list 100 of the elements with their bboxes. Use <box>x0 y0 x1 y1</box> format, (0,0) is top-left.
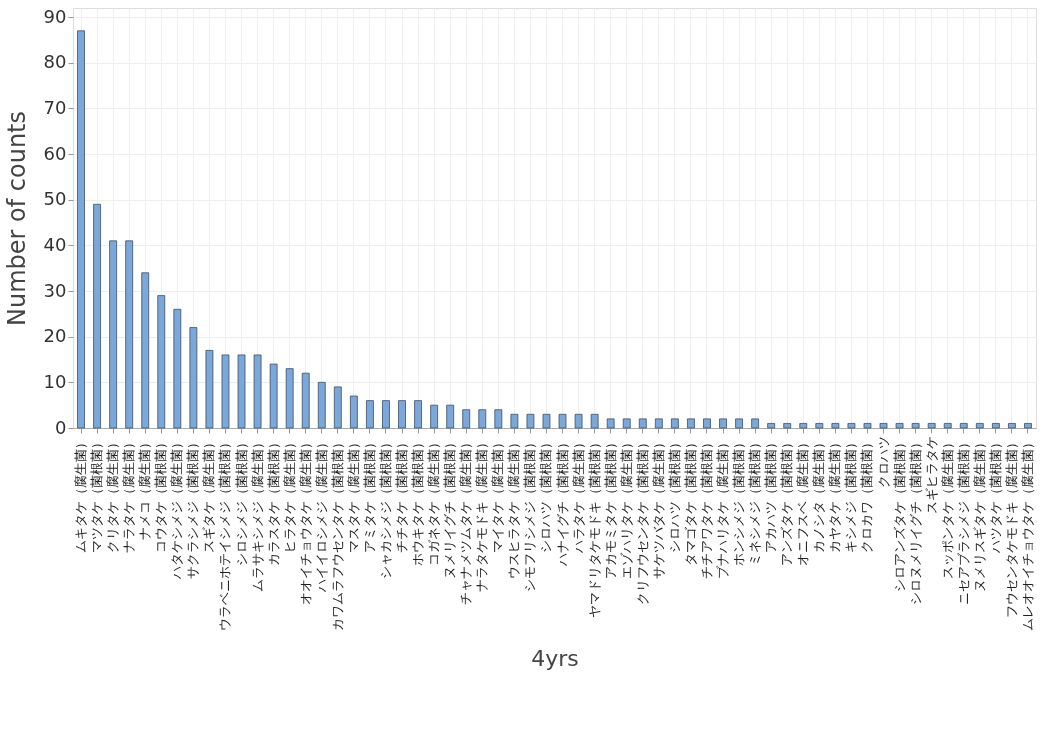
bar <box>430 404 439 429</box>
x-tick-label: スッポンタケ（腐生菌） <box>939 435 955 579</box>
x-tick-label: オニフスベ（腐生菌） <box>795 435 811 566</box>
bar <box>943 423 952 429</box>
bar <box>253 354 262 429</box>
x-tick-label: ミネシメジ（菌根菌） <box>747 435 763 566</box>
x-tick-label: ハイイロシメジ（腐生菌） <box>313 435 329 593</box>
bar <box>301 372 310 429</box>
x-tick-label: シロハツ（菌根菌） <box>666 435 682 553</box>
x-tick-label: ハツタケ（菌根菌） <box>987 435 1003 554</box>
bar <box>269 363 278 429</box>
x-tick-label: オオイチョウタケ（腐生菌） <box>297 435 313 605</box>
x-tick-label: フウセンタケモドキ（腐生菌） <box>1003 435 1019 618</box>
x-tick-label: サケツバタケ（腐生菌） <box>650 435 666 579</box>
x-tick-label: スギヒラタケ <box>923 435 939 514</box>
x-tick-label: クロカワ（菌根菌） <box>859 435 875 553</box>
x-tick-label: シャカシメジ（菌根菌） <box>377 435 393 579</box>
bar <box>574 413 583 429</box>
x-tick-label: ウラベニホテイシメジ（菌根菌） <box>217 435 233 631</box>
bar <box>911 423 920 429</box>
x-tick-label: ムキタケ（腐生菌） <box>73 435 89 553</box>
bar <box>398 400 406 429</box>
x-tick-label: ヤマドリタケモドキ（菌根菌） <box>586 435 602 618</box>
x-tick-label: ハタケシメジ（腐生菌） <box>169 435 185 580</box>
x-tick-label: ホウキタケ（菌根菌） <box>410 435 426 566</box>
bar <box>895 423 904 429</box>
x-tick-label: キシメジ（菌根菌） <box>843 435 859 553</box>
bar <box>879 423 888 429</box>
x-tick-label: ムレオオイチョウタケ（腐生菌） <box>1019 435 1035 631</box>
x-tick-label: アカハツ（菌根菌） <box>763 435 779 553</box>
bar <box>590 413 599 429</box>
y-tick-label: 60 <box>43 142 67 164</box>
y-tick-label: 10 <box>43 370 67 392</box>
x-tick-label: シロハツ（菌根菌） <box>538 435 554 553</box>
x-axis-title: 4yrs <box>531 645 579 671</box>
x-tick-label: コガネタケ（腐生菌） <box>426 435 442 566</box>
x-tick-label: ナラタケ（腐生菌） <box>121 435 137 553</box>
bar <box>237 354 246 429</box>
x-tick-label: エゾハリタケ（腐生菌） <box>618 435 634 579</box>
bar <box>317 381 326 429</box>
x-tick-label: タマゴタケ（菌根菌） <box>682 435 698 566</box>
x-tick-label: チャナメツムタケ（腐生菌） <box>458 435 474 605</box>
x-tick-label: ナメコ（腐生菌） <box>137 435 153 540</box>
bar <box>93 203 101 429</box>
x-tick-label: ハラタケ（腐生菌） <box>570 435 586 554</box>
x-tick-label: スギタケ（腐生菌） <box>201 435 217 553</box>
bar <box>221 354 230 429</box>
x-tick-label: クリフウセンタケ（菌根菌） <box>634 435 650 605</box>
bar <box>526 413 535 429</box>
bar <box>751 418 760 429</box>
x-tick-label: カワムラフウセンタケ（菌根菌） <box>329 435 345 631</box>
bar <box>703 418 711 429</box>
bar <box>414 400 422 429</box>
bar <box>735 418 743 429</box>
y-tick-label: 80 <box>43 51 67 73</box>
bar <box>125 240 134 429</box>
bar <box>670 418 679 429</box>
bar <box>815 423 824 429</box>
bar <box>783 423 792 429</box>
bar <box>767 423 776 429</box>
x-tick-label: カラスタケ（菌根菌） <box>265 435 281 566</box>
bar <box>606 418 615 429</box>
x-tick-label: ヒラタケ（腐生菌） <box>281 435 297 553</box>
bar <box>478 409 487 429</box>
bar <box>382 400 390 429</box>
bar <box>991 423 1000 429</box>
bar <box>542 413 551 429</box>
x-tick-label: アカモミタケ（菌根菌） <box>602 435 618 579</box>
y-axis-title: Number of counts <box>2 110 31 327</box>
x-tick-label: ヌメリスギタケ（腐生菌） <box>971 435 987 592</box>
bar <box>366 400 374 429</box>
bar <box>510 413 519 429</box>
x-tick-label: ナラタケモドキ（腐生菌） <box>474 435 490 592</box>
x-tick-label: シロシメジ（菌根菌） <box>233 435 249 566</box>
bar <box>77 30 85 429</box>
x-tick-label: ニセアブラシメジ（菌根菌） <box>955 435 971 605</box>
bar <box>157 295 166 429</box>
bar <box>173 308 182 429</box>
y-tick-label: 90 <box>43 5 67 27</box>
bar <box>959 423 968 429</box>
x-tick-label: コウタケ（菌根菌） <box>153 435 169 553</box>
bar <box>333 386 342 429</box>
x-tick-label: マスタケ（腐生菌） <box>345 435 361 553</box>
bar <box>847 423 856 429</box>
x-tick-label: アミタケ（菌根菌） <box>361 435 377 553</box>
x-tick-label: ウスヒラタケ（腐生菌） <box>506 435 522 579</box>
bar <box>687 418 695 429</box>
x-tick-label: アンズタケ（菌根菌） <box>779 435 795 566</box>
bar <box>349 395 358 429</box>
y-tick-label: 0 <box>55 416 67 438</box>
x-tick-label: クリタケ（腐生菌） <box>105 435 121 553</box>
bar <box>638 418 647 429</box>
x-tick-label: マイタケ（腐生菌） <box>490 435 506 553</box>
x-tick-label: ヌメリイグチ（菌根菌） <box>442 435 458 579</box>
bar <box>1008 423 1016 429</box>
bar <box>975 423 984 429</box>
bar <box>831 423 840 429</box>
x-tick-label: サクラシメジ（菌根菌） <box>185 435 201 579</box>
x-tick-label: クロハツ <box>875 435 891 488</box>
bar <box>494 409 503 429</box>
